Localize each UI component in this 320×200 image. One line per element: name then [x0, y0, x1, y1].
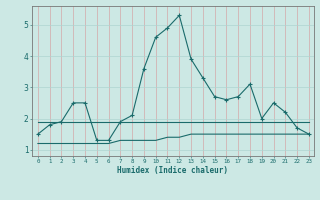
X-axis label: Humidex (Indice chaleur): Humidex (Indice chaleur) — [117, 166, 228, 175]
